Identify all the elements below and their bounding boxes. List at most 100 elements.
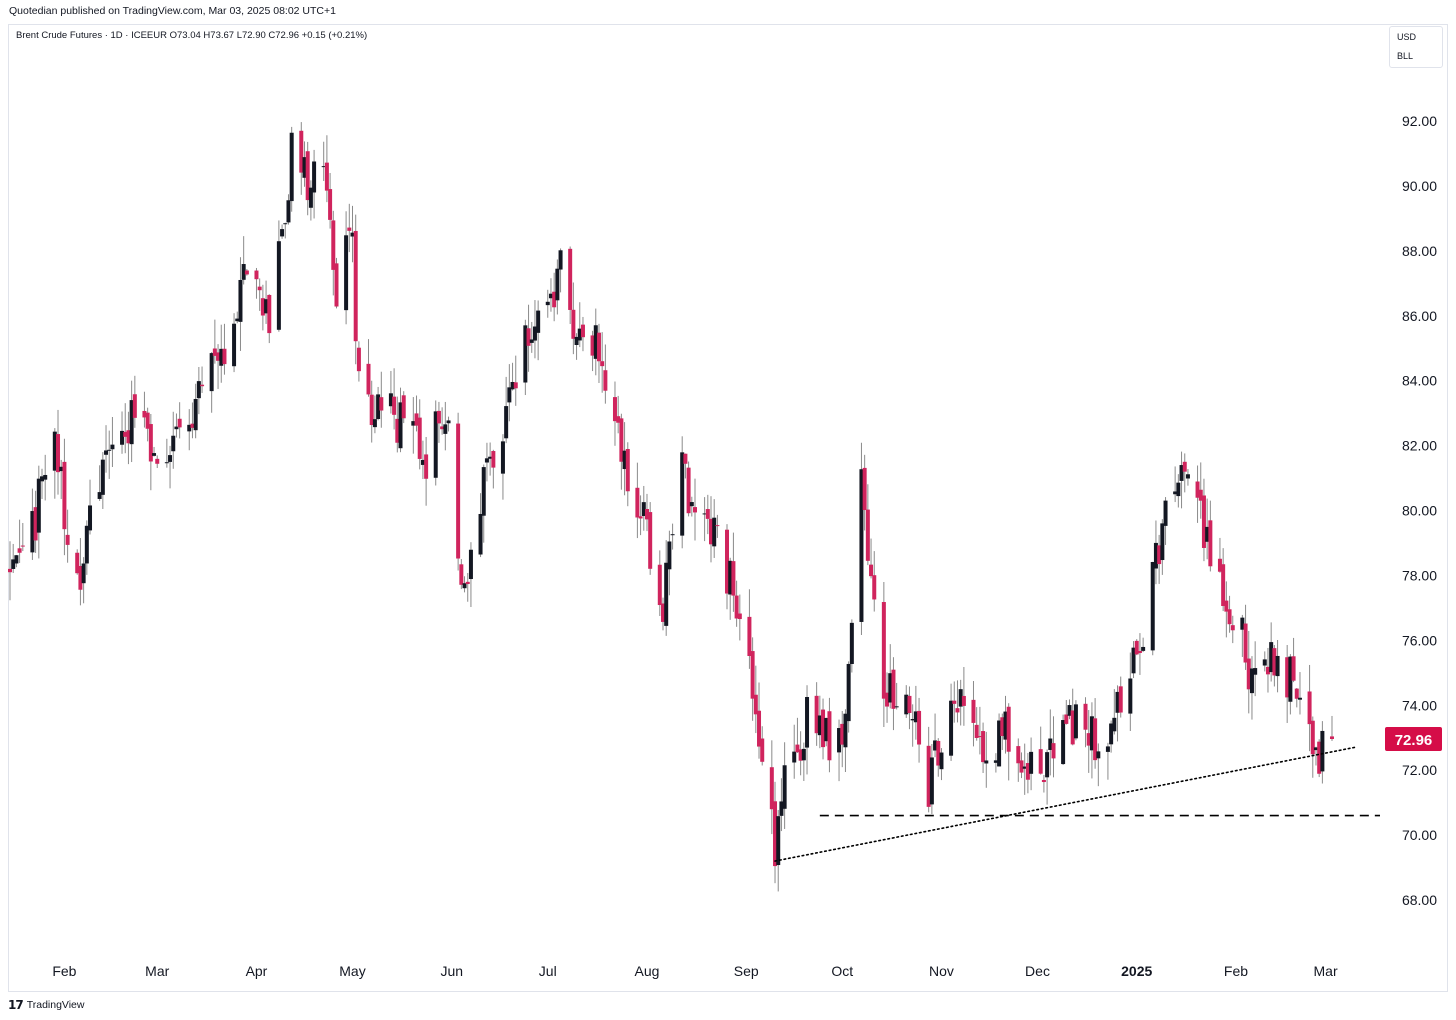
candle-body <box>817 715 822 736</box>
candle-body <box>484 458 489 463</box>
x-tick-label: Feb <box>1224 963 1248 979</box>
candle-body <box>638 516 643 519</box>
candle-body <box>1297 697 1302 700</box>
candle-body <box>1070 710 1075 745</box>
candle-body <box>308 187 313 208</box>
candle-body <box>1195 481 1200 498</box>
candle-body <box>62 461 67 530</box>
candle-body <box>328 189 333 220</box>
candle-body <box>993 760 998 763</box>
candle-body <box>596 332 601 362</box>
candle-body <box>132 394 137 418</box>
y-tick-label: 68.00 <box>1402 892 1437 908</box>
candle-body <box>1240 617 1245 630</box>
candle-body <box>321 166 326 168</box>
candle-body <box>350 232 355 237</box>
y-tick-label: 74.00 <box>1402 697 1437 713</box>
candle-body <box>1115 691 1120 713</box>
candle-body <box>885 692 890 707</box>
y-tick-label: 86.00 <box>1402 308 1437 324</box>
candle-body <box>782 765 787 809</box>
candle-body <box>568 248 573 310</box>
candle-body <box>814 695 819 734</box>
candle-body <box>731 561 736 596</box>
candle-body <box>507 387 512 403</box>
candle-body <box>8 568 12 573</box>
candle-body <box>558 250 563 270</box>
x-tick-label: Mar <box>145 963 169 979</box>
candle-body <box>1051 743 1056 759</box>
candle-body <box>936 740 941 766</box>
footer-branding[interactable]: 17 TradingView <box>8 996 84 1014</box>
candle-body <box>30 511 35 553</box>
candle-body <box>36 478 41 533</box>
candlestick-chart[interactable]: 68.00 70.00 72.00 74.00 76.00 78.00 80.00 82.00… <box>0 0 1456 992</box>
candle-body <box>1329 736 1334 740</box>
candle-body <box>971 699 976 723</box>
candle-body <box>593 325 598 359</box>
x-tick-label: Jun <box>440 963 463 979</box>
candle-body <box>59 466 64 472</box>
candle-body <box>725 529 730 594</box>
candle-body <box>171 435 176 452</box>
candle-body <box>1230 625 1235 631</box>
candle-body <box>356 347 361 372</box>
candle-body <box>1105 746 1110 752</box>
candle-body <box>513 382 518 389</box>
y-tick-label: 92.00 <box>1402 113 1437 129</box>
candle-body <box>488 456 493 459</box>
candle-body <box>1272 648 1277 676</box>
candle-body <box>555 268 560 301</box>
candle-body <box>209 353 214 392</box>
candle-body <box>254 270 259 280</box>
candle-body <box>443 424 448 434</box>
candle-body <box>600 361 605 367</box>
candle-body <box>353 230 358 342</box>
candle-body <box>523 325 528 383</box>
candle-body <box>1288 656 1293 702</box>
candle-body <box>824 717 829 742</box>
candle-body <box>107 449 112 451</box>
candle-body <box>1182 461 1187 472</box>
candle-body <box>1083 703 1088 730</box>
candle-body <box>369 394 374 426</box>
candle-body <box>1061 720 1066 765</box>
candle-body <box>660 603 665 622</box>
candle-body <box>11 559 16 569</box>
price-scale-unit-box[interactable]: USD BLL <box>1389 26 1443 68</box>
x-tick-label: May <box>339 963 365 979</box>
candle-body <box>974 724 979 738</box>
candle-body <box>1153 542 1158 569</box>
x-tick-label: Feb <box>52 963 76 979</box>
candle-body <box>299 130 304 173</box>
candle-body <box>1265 666 1270 675</box>
candle-body <box>276 241 281 330</box>
candle-body <box>388 393 393 407</box>
candle-body <box>1016 746 1021 764</box>
y-tick-label: 78.00 <box>1402 567 1437 583</box>
candle-body <box>1045 752 1050 778</box>
candle-body <box>657 564 662 606</box>
candle-body <box>1317 741 1322 774</box>
x-tick-label: Apr <box>246 963 268 979</box>
candle-body <box>420 459 425 465</box>
candle-body <box>148 424 153 462</box>
candle-body <box>372 419 377 428</box>
candle-body <box>952 700 957 704</box>
candle-body <box>257 286 262 291</box>
candle-body <box>635 487 640 518</box>
x-tick-label: Mar <box>1314 963 1338 979</box>
candle-body <box>465 581 470 585</box>
candle-body <box>1285 657 1290 698</box>
candle-body <box>376 394 381 420</box>
candle-body <box>548 293 553 299</box>
candle-body <box>56 434 61 473</box>
candle-body <box>481 467 486 516</box>
y-tick-label: 84.00 <box>1402 373 1437 389</box>
candle-body <box>949 700 954 756</box>
candle-body <box>1185 474 1190 479</box>
candle-body <box>526 328 531 346</box>
candle-body <box>862 467 867 511</box>
published-by-line: Quotedian published on TradingView.com, … <box>9 5 336 17</box>
candle-body <box>641 502 646 517</box>
